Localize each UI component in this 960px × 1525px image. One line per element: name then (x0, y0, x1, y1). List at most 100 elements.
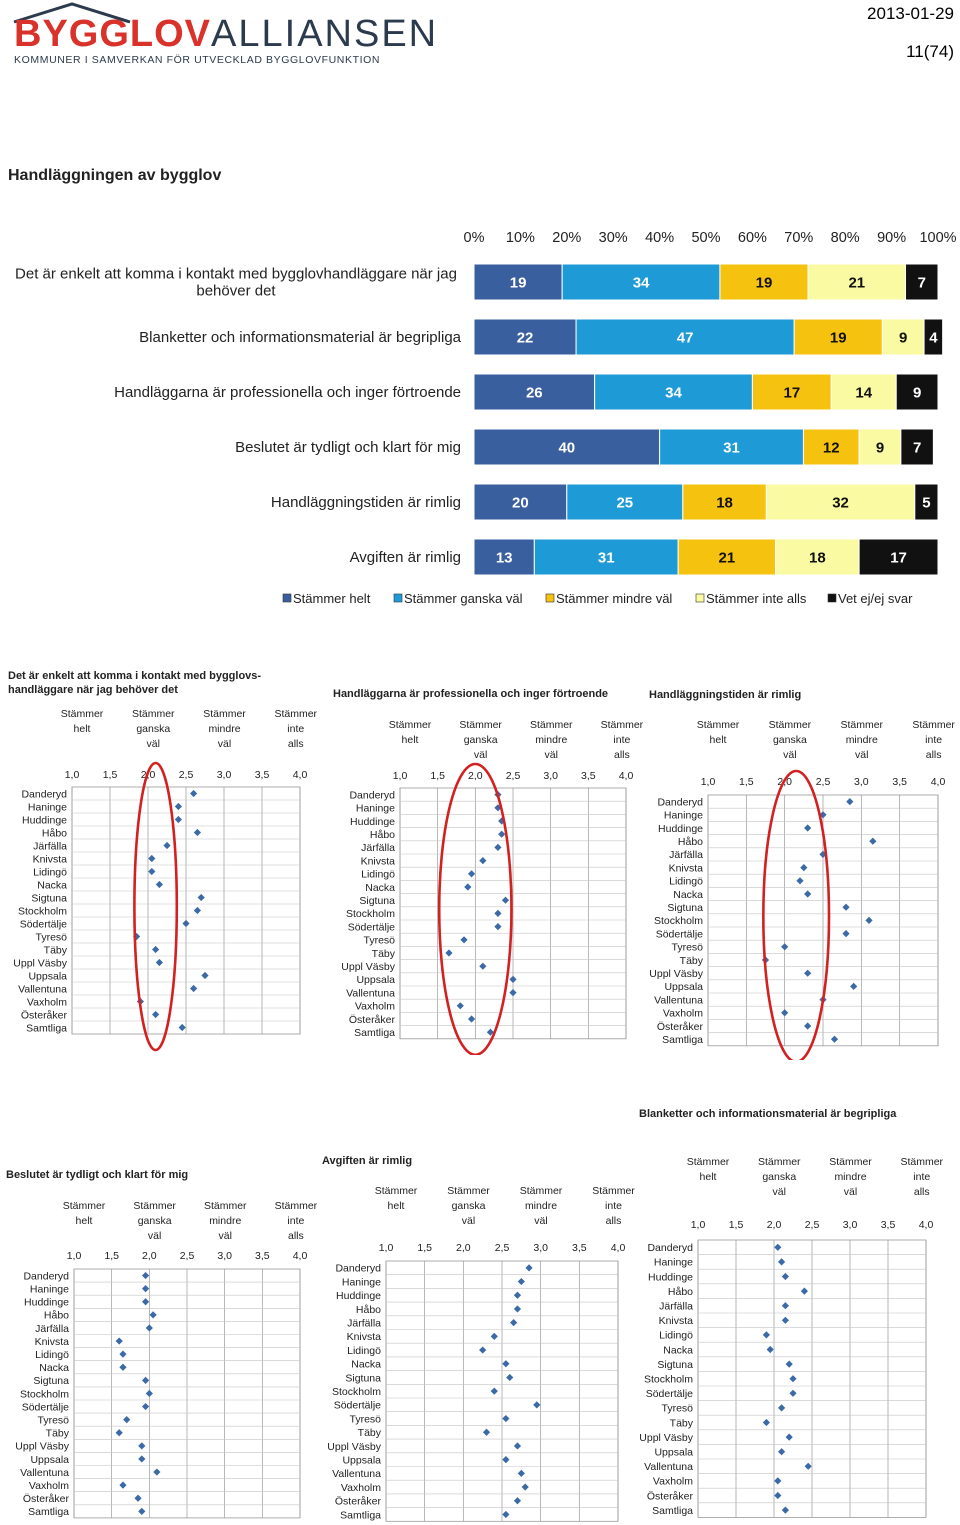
data-point (781, 943, 789, 951)
data-point (789, 1389, 797, 1397)
scale-label: mindre (209, 1215, 241, 1227)
scale-label: Stämmer (61, 708, 104, 720)
data-point (119, 1350, 127, 1358)
x-tick-label: 1,5 (430, 770, 445, 782)
scale-label: helt (402, 734, 419, 746)
data-point (141, 1376, 150, 1384)
category-label: Uppsala (342, 1454, 381, 1466)
chart-title: handläggare när jag behöver det (8, 684, 178, 696)
data-point (778, 1258, 786, 1266)
data-point (830, 1035, 839, 1043)
scale-label: väl (147, 738, 160, 750)
data-point (119, 1481, 127, 1489)
bar-segment (566, 483, 684, 521)
scale-label: alls (914, 1186, 930, 1198)
scale-label: ganska (138, 1215, 172, 1227)
data-point (479, 1346, 487, 1354)
scale-label: inte (287, 723, 304, 735)
x-tick-label: 2,0 (767, 1219, 782, 1231)
x-tick-label: 3,5 (255, 1250, 270, 1262)
x-tick-label: 60% (738, 230, 767, 246)
category-label: Nacka (351, 1359, 381, 1371)
scale-label: helt (710, 734, 727, 746)
data-point (517, 1277, 525, 1286)
x-tick-label: 0% (464, 230, 485, 246)
chart-title: Avgiften är rimlig (322, 1155, 412, 1167)
data-point (155, 880, 163, 889)
data-point (174, 802, 182, 811)
data-point (533, 1401, 541, 1409)
data-point (509, 989, 517, 997)
data-label: 40 (558, 440, 575, 457)
x-tick-label: 40% (645, 230, 674, 246)
logo-wordmark: BYGGLOVALLIANSEN (14, 13, 439, 55)
bar-segment (677, 538, 777, 576)
category-label: Huddinge (648, 1271, 693, 1283)
x-tick-label: 4,0 (611, 1242, 626, 1254)
data-label: 21 (848, 275, 865, 292)
scale-label: helt (76, 1215, 93, 1227)
category-label: Sigtuna (33, 1375, 69, 1387)
x-tick-label: 2,0 (468, 770, 483, 782)
x-tick-label: 1,0 (379, 1242, 394, 1254)
x-tick-label: 1,5 (729, 1219, 744, 1231)
scale-label: Stämmer (204, 1200, 247, 1212)
data-point (486, 1028, 494, 1036)
x-tick-label: 3,5 (892, 776, 907, 788)
legend-swatch (282, 593, 292, 603)
category-label: Knivsta (33, 853, 68, 865)
data-label: 17 (783, 385, 800, 402)
chart-title: Handläggarna är professionella och inger… (333, 688, 608, 700)
scale-label: väl (844, 1186, 857, 1198)
category-label: Täby (358, 1427, 382, 1439)
category-label: Vaxholm (341, 1482, 381, 1494)
category-label: Järfälla (669, 849, 703, 861)
data-point (513, 1497, 522, 1505)
data-label: 13 (496, 550, 513, 567)
category-label: Uppsala (356, 974, 395, 986)
scale-label: inte (913, 1171, 930, 1183)
category-label: Nacka (39, 1362, 69, 1374)
data-label: 47 (677, 330, 694, 347)
scale-label: Stämmer (63, 1200, 106, 1212)
scale-label: väl (219, 1230, 232, 1242)
scale-label: Stämmer (697, 719, 740, 731)
chart-title: Beslutet är tydligt och klart för mig (6, 1169, 188, 1181)
data-point (869, 837, 877, 845)
category-label: Lidingö (347, 1345, 381, 1357)
data-label: 19 (830, 330, 847, 347)
legend-label: Stämmer inte alls (706, 591, 807, 606)
category-label: Vallentuna (18, 983, 67, 995)
scale-label: ganska (464, 734, 498, 746)
category-label: Avgiften är rimlig (350, 549, 461, 566)
data-point (141, 1402, 150, 1411)
category-label: Södertälje (656, 928, 703, 940)
data-point (163, 841, 171, 850)
data-point (502, 1414, 510, 1423)
data-label: 9 (899, 330, 907, 347)
bar-segment (858, 428, 902, 466)
data-label: 19 (756, 275, 773, 292)
category-label: Vaxholm (355, 1001, 395, 1013)
data-point (152, 1010, 160, 1019)
category-label: Sigtuna (667, 902, 703, 914)
legend-swatch (393, 593, 403, 603)
data-point (804, 1022, 812, 1030)
x-tick-label: 3,5 (881, 1219, 896, 1231)
x-tick-label: 2,5 (495, 1242, 510, 1254)
category-label: Nacka (673, 889, 703, 901)
scale-label: Stämmer (459, 719, 502, 731)
data-point (804, 890, 812, 898)
scale-label: Stämmer (375, 1185, 418, 1197)
data-point (138, 1442, 146, 1450)
dot-chart-professionella: Handläggarna är professionella och inger… (333, 688, 644, 1055)
x-tick-label: 1,5 (103, 769, 118, 781)
bar-segment (473, 373, 596, 411)
data-point (498, 830, 506, 838)
category-label: Uppl Väsby (639, 1432, 693, 1444)
category-label: Stockholm (346, 908, 395, 920)
x-tick-label: 3,0 (843, 1219, 858, 1231)
data-point (513, 1291, 522, 1299)
scale-label: väl (148, 1230, 161, 1242)
data-label: 18 (716, 495, 733, 512)
